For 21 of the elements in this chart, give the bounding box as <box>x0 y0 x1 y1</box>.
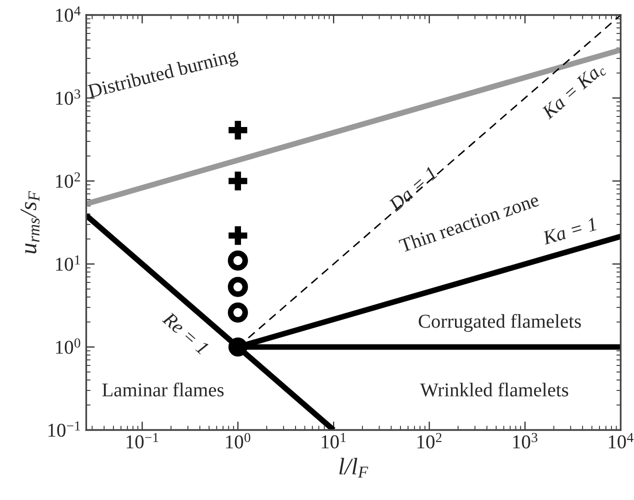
annotation: Ka = 1 <box>542 218 597 245</box>
x-tick-label: 10$^{−1}$ <box>126 432 158 448</box>
x-tick-label: 10$^{1}$ <box>322 432 346 448</box>
y-tick-label: 10$^{4}$ <box>56 6 81 22</box>
x-axis-title: l/l$_{F}$ <box>339 458 368 478</box>
y-tick-label: 10$^{1}$ <box>56 255 80 271</box>
x-tick-label: 10$^{3}$ <box>513 432 538 448</box>
annotation: Wrinkled flamelets <box>420 382 568 397</box>
x-tick-label: 10$^{0}$ <box>226 432 250 448</box>
y-tick-label: 10$^{2}$ <box>56 172 80 188</box>
x-tick-label: 10$^{2}$ <box>417 432 442 448</box>
annotation: Re = 1 <box>162 311 209 355</box>
y-tick-label: 10$^{3}$ <box>56 89 80 105</box>
x-tick-label: 10$^{4}$ <box>608 432 634 448</box>
y-tick-label: 10$^{0}$ <box>56 338 80 354</box>
annotation: Laminar flames <box>102 382 224 396</box>
annotation: Da = 1 <box>388 166 438 212</box>
annotation: Corrugated flamelets <box>418 314 581 332</box>
y-tick-label: 10$^{−1}$ <box>48 421 80 437</box>
y-axis-title: u$_{rms}$/s$_{F}$ <box>20 190 40 254</box>
annotation: Ka = Ka$_{c}$ <box>540 61 608 122</box>
